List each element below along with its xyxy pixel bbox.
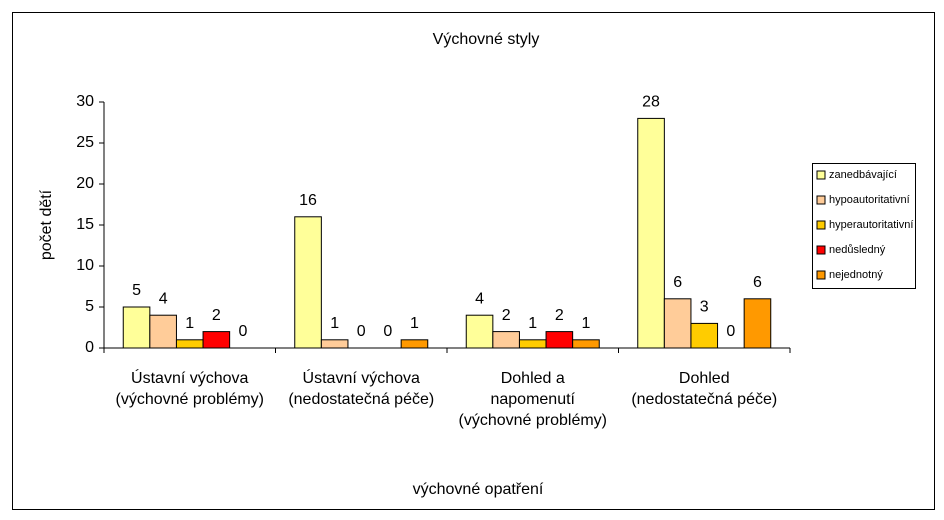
legend-swatch xyxy=(816,195,826,205)
legend-box xyxy=(812,163,916,289)
bar xyxy=(465,314,494,349)
value-label: 6 xyxy=(753,274,762,291)
x-tick-label: Dohled (nedostatečná péče) xyxy=(631,370,778,408)
value-label: 5 xyxy=(132,282,141,299)
legend-label: hyperautoritativní xyxy=(829,219,913,231)
legend-swatch xyxy=(816,170,826,180)
bar xyxy=(294,216,322,349)
value-label: 0 xyxy=(357,323,366,340)
value-label: 2 xyxy=(502,307,511,324)
value-label: 0 xyxy=(383,323,392,340)
legend-label: hypoautoritativní xyxy=(829,194,910,206)
bar xyxy=(202,331,231,349)
legend-label: nedůsledný xyxy=(829,244,886,256)
x-axis-label: výchovné opatření xyxy=(413,481,544,498)
bar xyxy=(572,339,600,349)
y-tick-label: 5 xyxy=(85,298,94,315)
value-label: 4 xyxy=(159,290,168,307)
bar xyxy=(400,339,429,349)
legend-swatch xyxy=(816,270,826,280)
y-axis-label: počet dětí xyxy=(38,189,55,260)
legend-swatch xyxy=(816,220,826,230)
x-tick-label: Ústavní výchova (nedostatečná péče) xyxy=(288,370,435,408)
bar xyxy=(492,331,520,349)
bar xyxy=(545,331,574,349)
value-label: 1 xyxy=(581,315,590,332)
value-label: 0 xyxy=(238,323,247,340)
y-tick-label: 25 xyxy=(76,134,94,151)
y-tick-label: 0 xyxy=(85,339,94,356)
value-label: 28 xyxy=(642,94,660,111)
bar xyxy=(320,339,349,349)
bar xyxy=(690,322,719,349)
x-tick-label: Dohled a napomenutí (výchovné problémy) xyxy=(458,370,608,429)
value-label: 1 xyxy=(410,315,419,332)
bar xyxy=(122,306,151,349)
bar xyxy=(149,314,177,349)
value-label: 3 xyxy=(700,299,709,316)
value-label: 6 xyxy=(673,274,682,291)
value-label: 1 xyxy=(330,315,339,332)
value-label: 0 xyxy=(726,323,735,340)
legend-swatch xyxy=(816,245,826,255)
bar xyxy=(518,339,547,349)
y-tick-label: 20 xyxy=(76,175,94,192)
value-label: 1 xyxy=(185,315,194,332)
y-tick-label: 10 xyxy=(76,257,94,274)
value-label: 1 xyxy=(528,315,537,332)
y-tick-label: 30 xyxy=(76,93,94,110)
chart-title: Výchovné styly xyxy=(433,31,540,48)
bar xyxy=(743,298,772,349)
value-label: 16 xyxy=(299,192,317,209)
value-label: 2 xyxy=(212,307,221,324)
bar xyxy=(175,339,204,349)
chart-border xyxy=(12,12,935,510)
y-tick-label: 15 xyxy=(76,216,94,233)
value-label: 2 xyxy=(555,307,564,324)
legend-label: nejednotný xyxy=(829,269,883,281)
legend-label: zanedbávající xyxy=(829,169,897,181)
value-label: 4 xyxy=(475,290,484,307)
x-tick-label: Ústavní výchova (výchovné problémy) xyxy=(115,370,265,408)
bar xyxy=(637,117,665,349)
bar xyxy=(663,298,692,349)
